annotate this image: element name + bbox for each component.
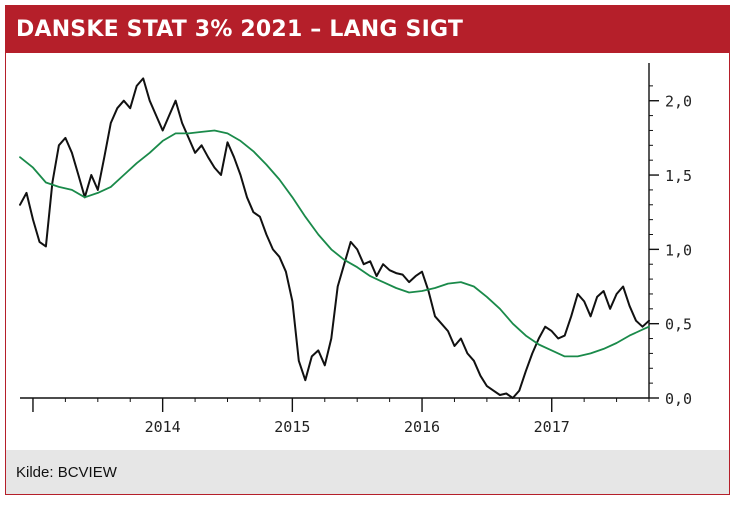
y-tick-label: 0,5: [665, 316, 692, 334]
y-tick-label: 2,0: [665, 93, 692, 111]
line-chart: 2014 2015 2016 2017 0,0 0,5 1,0 1,5 2,0: [19, 63, 692, 436]
x-tick-label: 2017: [534, 418, 570, 436]
moving-average-line: [19, 129, 650, 358]
chart-card: DANSKE STAT 3% 2021 – LANG SIGT 2014 2015…: [5, 5, 730, 495]
source-footer: Kilde: BCVIEW: [6, 450, 729, 494]
price-series-line: [19, 77, 650, 399]
y-tick-label: 1,0: [665, 241, 692, 259]
x-tick-label: 2016: [404, 418, 440, 436]
x-tick-label: 2014: [145, 418, 181, 436]
x-tick-label: 2015: [274, 418, 310, 436]
plot-area: 2014 2015 2016 2017 0,0 0,5 1,0 1,5 2,0: [6, 53, 729, 450]
source-label: Kilde: BCVIEW: [16, 463, 117, 481]
chart-title: DANSKE STAT 3% 2021 – LANG SIGT: [16, 17, 464, 42]
y-tick-label: 0,0: [665, 390, 692, 408]
y-tick-label: 1,5: [665, 167, 692, 185]
chart-header: DANSKE STAT 3% 2021 – LANG SIGT: [6, 6, 729, 53]
